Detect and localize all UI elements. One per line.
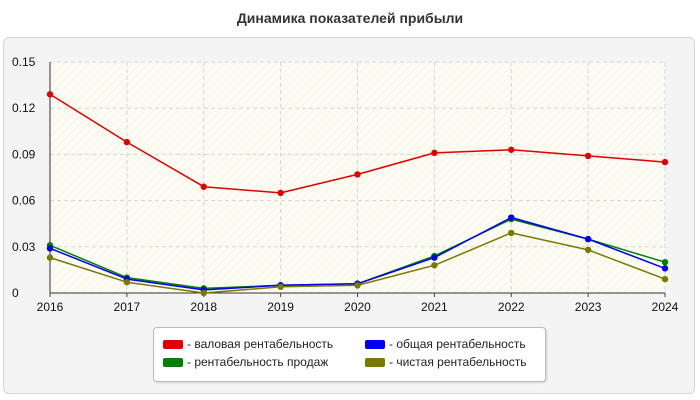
chart-title: Динамика показателей прибыли: [236, 10, 464, 26]
x-tick-label: 2024: [652, 300, 679, 314]
legend-label-sales: - рентабельность продаж: [187, 355, 329, 369]
series-point-2: [584, 235, 592, 243]
series-point-3: [508, 229, 515, 237]
series-point-3: [46, 254, 54, 261]
series-point-0: [508, 146, 515, 153]
series-point-3: [200, 289, 207, 297]
legend-swatch-net: [365, 357, 385, 367]
series-point-0: [354, 171, 361, 178]
x-tick-label: 2020: [344, 300, 371, 314]
series-point-0: [277, 189, 284, 197]
legend-swatch-total: [365, 339, 385, 349]
legend-item-total: - общая рентабельность: [365, 337, 526, 351]
series-point-0: [661, 158, 669, 166]
x-tick-label: 2021: [421, 300, 448, 314]
x-tick-label: 2018: [190, 300, 217, 314]
series-point-3: [277, 283, 284, 291]
legend-item-sales: - рентабельность продаж: [163, 355, 328, 369]
series-point-3: [431, 262, 438, 269]
series-point-0: [431, 149, 438, 157]
series-point-0: [46, 91, 54, 98]
x-tick-label: 2019: [267, 300, 294, 314]
series-point-2: [46, 245, 54, 252]
series-point-3: [661, 275, 669, 283]
series-point-2: [508, 214, 515, 221]
series-point-0: [584, 152, 592, 160]
x-tick-label: 2023: [575, 300, 602, 314]
y-tick-label: 0: [12, 286, 19, 300]
x-tick-label: 2016: [37, 300, 64, 314]
series-point-0: [200, 183, 207, 190]
legend-label-net: - чистая рентабельность: [389, 355, 527, 369]
series-point-3: [123, 279, 131, 286]
y-tick-label: 0.09: [12, 147, 36, 161]
series-point-2: [431, 254, 438, 261]
legend-label-total: - общая рентабельность: [389, 337, 526, 351]
series-point-0: [123, 138, 131, 146]
legend-item-gross: - валовая рентабельность: [163, 337, 333, 351]
x-tick-label: 2022: [498, 300, 525, 314]
x-tick-label: 2017: [114, 300, 141, 314]
y-tick-label: 0.06: [12, 194, 36, 208]
y-tick-label: 0.03: [12, 240, 36, 254]
legend-item-net: - чистая рентабельность: [365, 355, 526, 369]
series-point-2: [661, 265, 669, 272]
legend-swatch-sales: [163, 357, 183, 367]
legend-label-gross: - валовая рентабельность: [187, 337, 334, 351]
series-point-1: [661, 259, 669, 266]
y-tick-label: 0.15: [12, 55, 36, 69]
y-tick-label: 0.12: [12, 101, 36, 115]
legend-swatch-gross: [163, 339, 183, 349]
series-point-3: [584, 246, 592, 254]
chart-legend: - валовая рентабельность - рентабельност…: [153, 327, 546, 382]
series-point-3: [354, 282, 361, 289]
